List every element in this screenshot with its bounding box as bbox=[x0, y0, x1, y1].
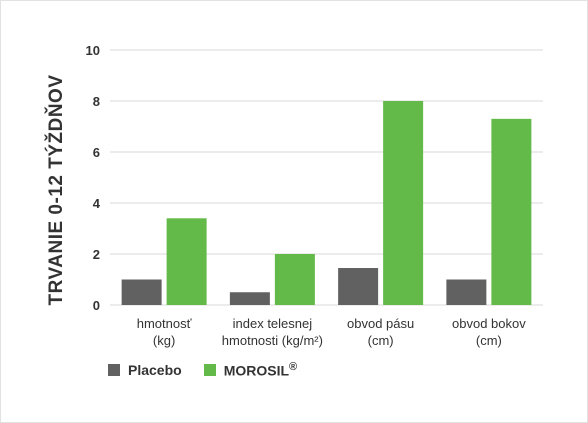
legend-swatch-morosil bbox=[203, 363, 216, 376]
legend: Placebo MOROSIL® bbox=[108, 361, 319, 379]
bar-placebo-1 bbox=[229, 292, 270, 305]
x-category-label: index telesnej hmotnosti (kg/m²) bbox=[222, 316, 323, 348]
y-tick-label: 0 bbox=[93, 298, 100, 313]
bars bbox=[121, 101, 532, 305]
bar-morosil-3 bbox=[491, 118, 532, 305]
bar-placebo-2 bbox=[338, 268, 379, 305]
y-tick-labels: 0 2 4 6 8 10 bbox=[86, 43, 101, 313]
legend-label-morosil: MOROSIL® bbox=[223, 361, 298, 379]
x-category-label: obvod pásu (cm) bbox=[347, 316, 414, 348]
bar-morosil-2 bbox=[383, 101, 424, 305]
bar-morosil-0 bbox=[166, 218, 207, 305]
y-tick-label: 6 bbox=[93, 145, 100, 160]
x-category-labels: hmotnosť (kg) index telesnej hmotnosti (kg/… bbox=[137, 316, 526, 348]
legend-label-placebo: Placebo bbox=[128, 361, 182, 378]
legend-swatch-placebo bbox=[108, 363, 120, 376]
legend-item-placebo: Placebo bbox=[108, 362, 182, 378]
x-category-label: hmotnosť (kg) bbox=[137, 316, 192, 348]
registered-mark: ® bbox=[289, 361, 298, 373]
bar-placebo-3 bbox=[446, 279, 487, 305]
y-tick-label: 4 bbox=[93, 196, 101, 211]
x-category-label: obvod bokov (cm) bbox=[452, 316, 526, 348]
y-axis-label: TRVANIE 0-12 TÝŽDŇOV bbox=[45, 74, 67, 305]
bar-placebo-0 bbox=[121, 279, 162, 305]
legend-item-morosil: MOROSIL® bbox=[203, 361, 298, 379]
y-tick-label: 8 bbox=[93, 94, 100, 109]
bar-morosil-1 bbox=[274, 254, 315, 305]
y-tick-label: 2 bbox=[93, 247, 100, 262]
y-tick-label: 10 bbox=[86, 43, 100, 58]
